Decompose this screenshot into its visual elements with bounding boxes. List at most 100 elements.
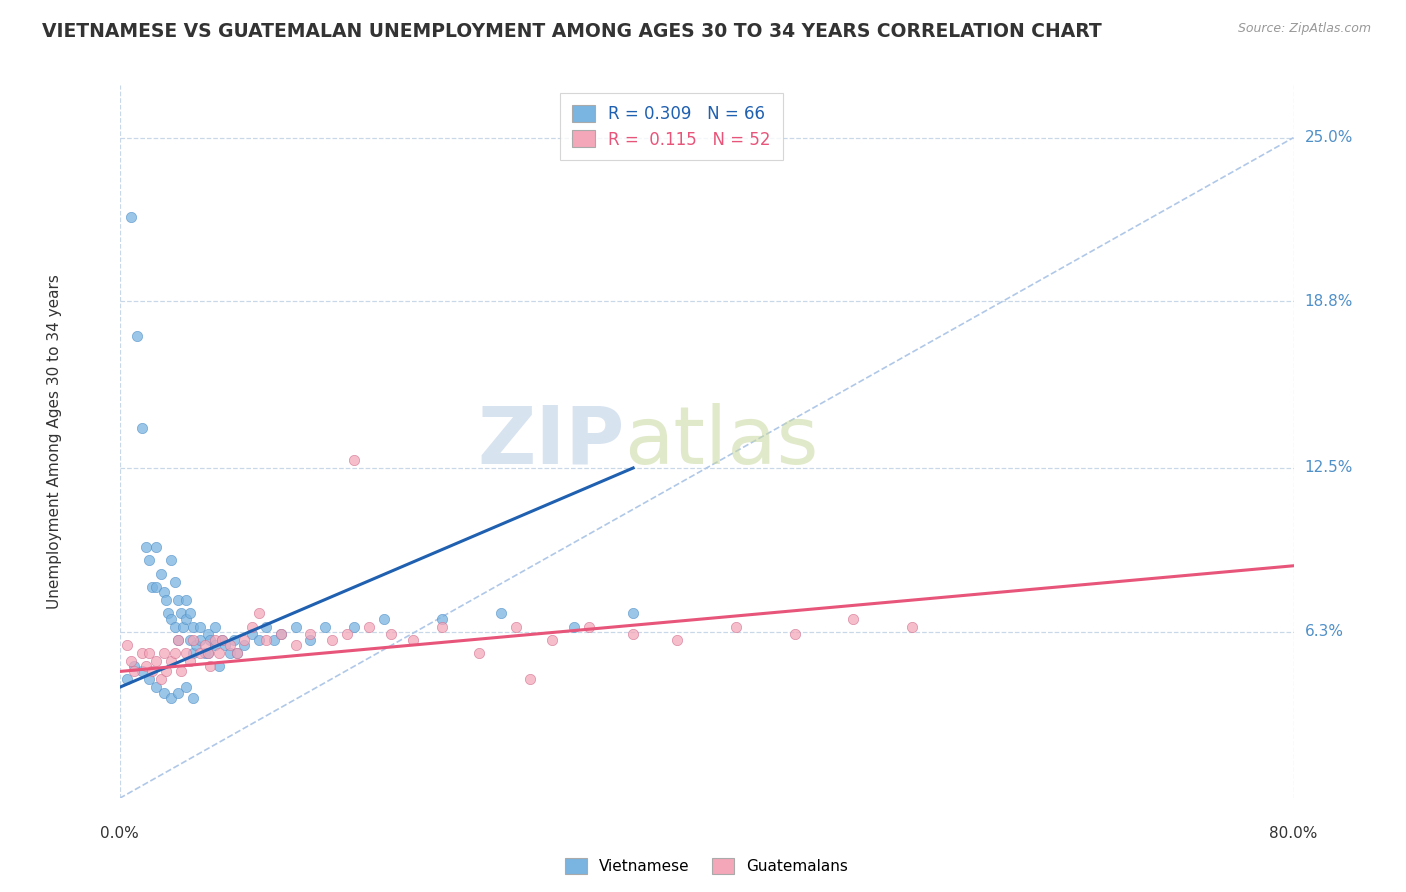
Point [188,632,211,647]
Point [240,627,263,641]
Point [181,619,204,633]
Point [188,619,211,633]
Point [233,638,256,652]
Point [621,627,644,641]
Point [380,627,402,641]
Point [122,665,145,679]
Point [218,646,240,660]
Point [211,632,233,647]
Point [167,593,190,607]
Point [666,632,689,647]
Point [184,638,207,652]
Point [343,453,366,467]
Point [468,646,491,660]
Text: 0.0%: 0.0% [100,826,139,841]
Point [197,627,219,641]
Point [489,607,512,621]
Point [145,541,167,555]
Point [284,638,307,652]
Point [214,638,236,652]
Point [165,646,187,660]
Text: Unemployment Among Ages 30 to 34 years: Unemployment Among Ages 30 to 34 years [48,274,62,609]
Point [135,541,157,555]
Point [145,654,167,668]
Point [138,646,160,660]
Text: 18.8%: 18.8% [1305,294,1353,309]
Point [336,627,359,641]
Point [156,607,179,621]
Point [152,585,174,599]
Point [200,659,222,673]
Point [145,580,167,594]
Point [724,619,747,633]
Point [167,632,190,647]
Point [564,619,586,633]
Point [120,210,142,224]
Point [160,553,183,567]
Point [432,612,454,626]
Point [194,638,217,652]
Point [179,632,201,647]
Point [155,665,177,679]
Point [233,632,256,647]
Point [299,632,322,647]
Text: 80.0%: 80.0% [1270,826,1317,841]
Point [204,632,226,647]
Point [621,607,644,621]
Text: VIETNAMESE VS GUATEMALAN UNEMPLOYMENT AMONG AGES 30 TO 34 YEARS CORRELATION CHAR: VIETNAMESE VS GUATEMALAN UNEMPLOYMENT AM… [42,22,1102,41]
Point [208,646,231,660]
Point [254,632,277,647]
Point [170,665,193,679]
Point [131,646,153,660]
Point [270,627,292,641]
Point [254,619,277,633]
Point [152,646,174,660]
Point [197,646,219,660]
Legend: Vietnamese, Guatemalans: Vietnamese, Guatemalans [560,853,853,880]
Point [174,681,197,695]
Point [284,619,307,633]
Point [165,619,187,633]
Point [901,619,924,633]
Point [204,638,226,652]
Point [155,593,177,607]
Point [167,685,190,699]
Text: atlas: atlas [624,402,818,481]
Point [211,632,233,647]
Text: 6.3%: 6.3% [1305,624,1344,640]
Point [263,632,285,647]
Point [181,690,204,705]
Text: 12.5%: 12.5% [1305,460,1353,475]
Point [160,690,183,705]
Point [321,632,343,647]
Point [122,659,145,673]
Point [519,673,541,687]
Point [225,646,249,660]
Point [432,619,454,633]
Point [270,627,292,641]
Point [149,673,172,687]
Point [541,632,564,647]
Point [174,593,197,607]
Point [149,566,172,581]
Point [167,632,190,647]
Point [200,632,222,647]
Point [208,659,231,673]
Point [170,607,193,621]
Point [299,627,322,641]
Point [152,685,174,699]
Point [120,654,142,668]
Point [222,632,245,647]
Point [138,673,160,687]
Point [138,553,160,567]
Point [179,607,201,621]
Point [218,638,240,652]
Point [160,612,183,626]
Text: Source: ZipAtlas.com: Source: ZipAtlas.com [1237,22,1371,36]
Point [188,646,211,660]
Point [247,632,270,647]
Point [194,646,217,660]
Point [115,638,138,652]
Point [181,632,204,647]
Point [172,619,194,633]
